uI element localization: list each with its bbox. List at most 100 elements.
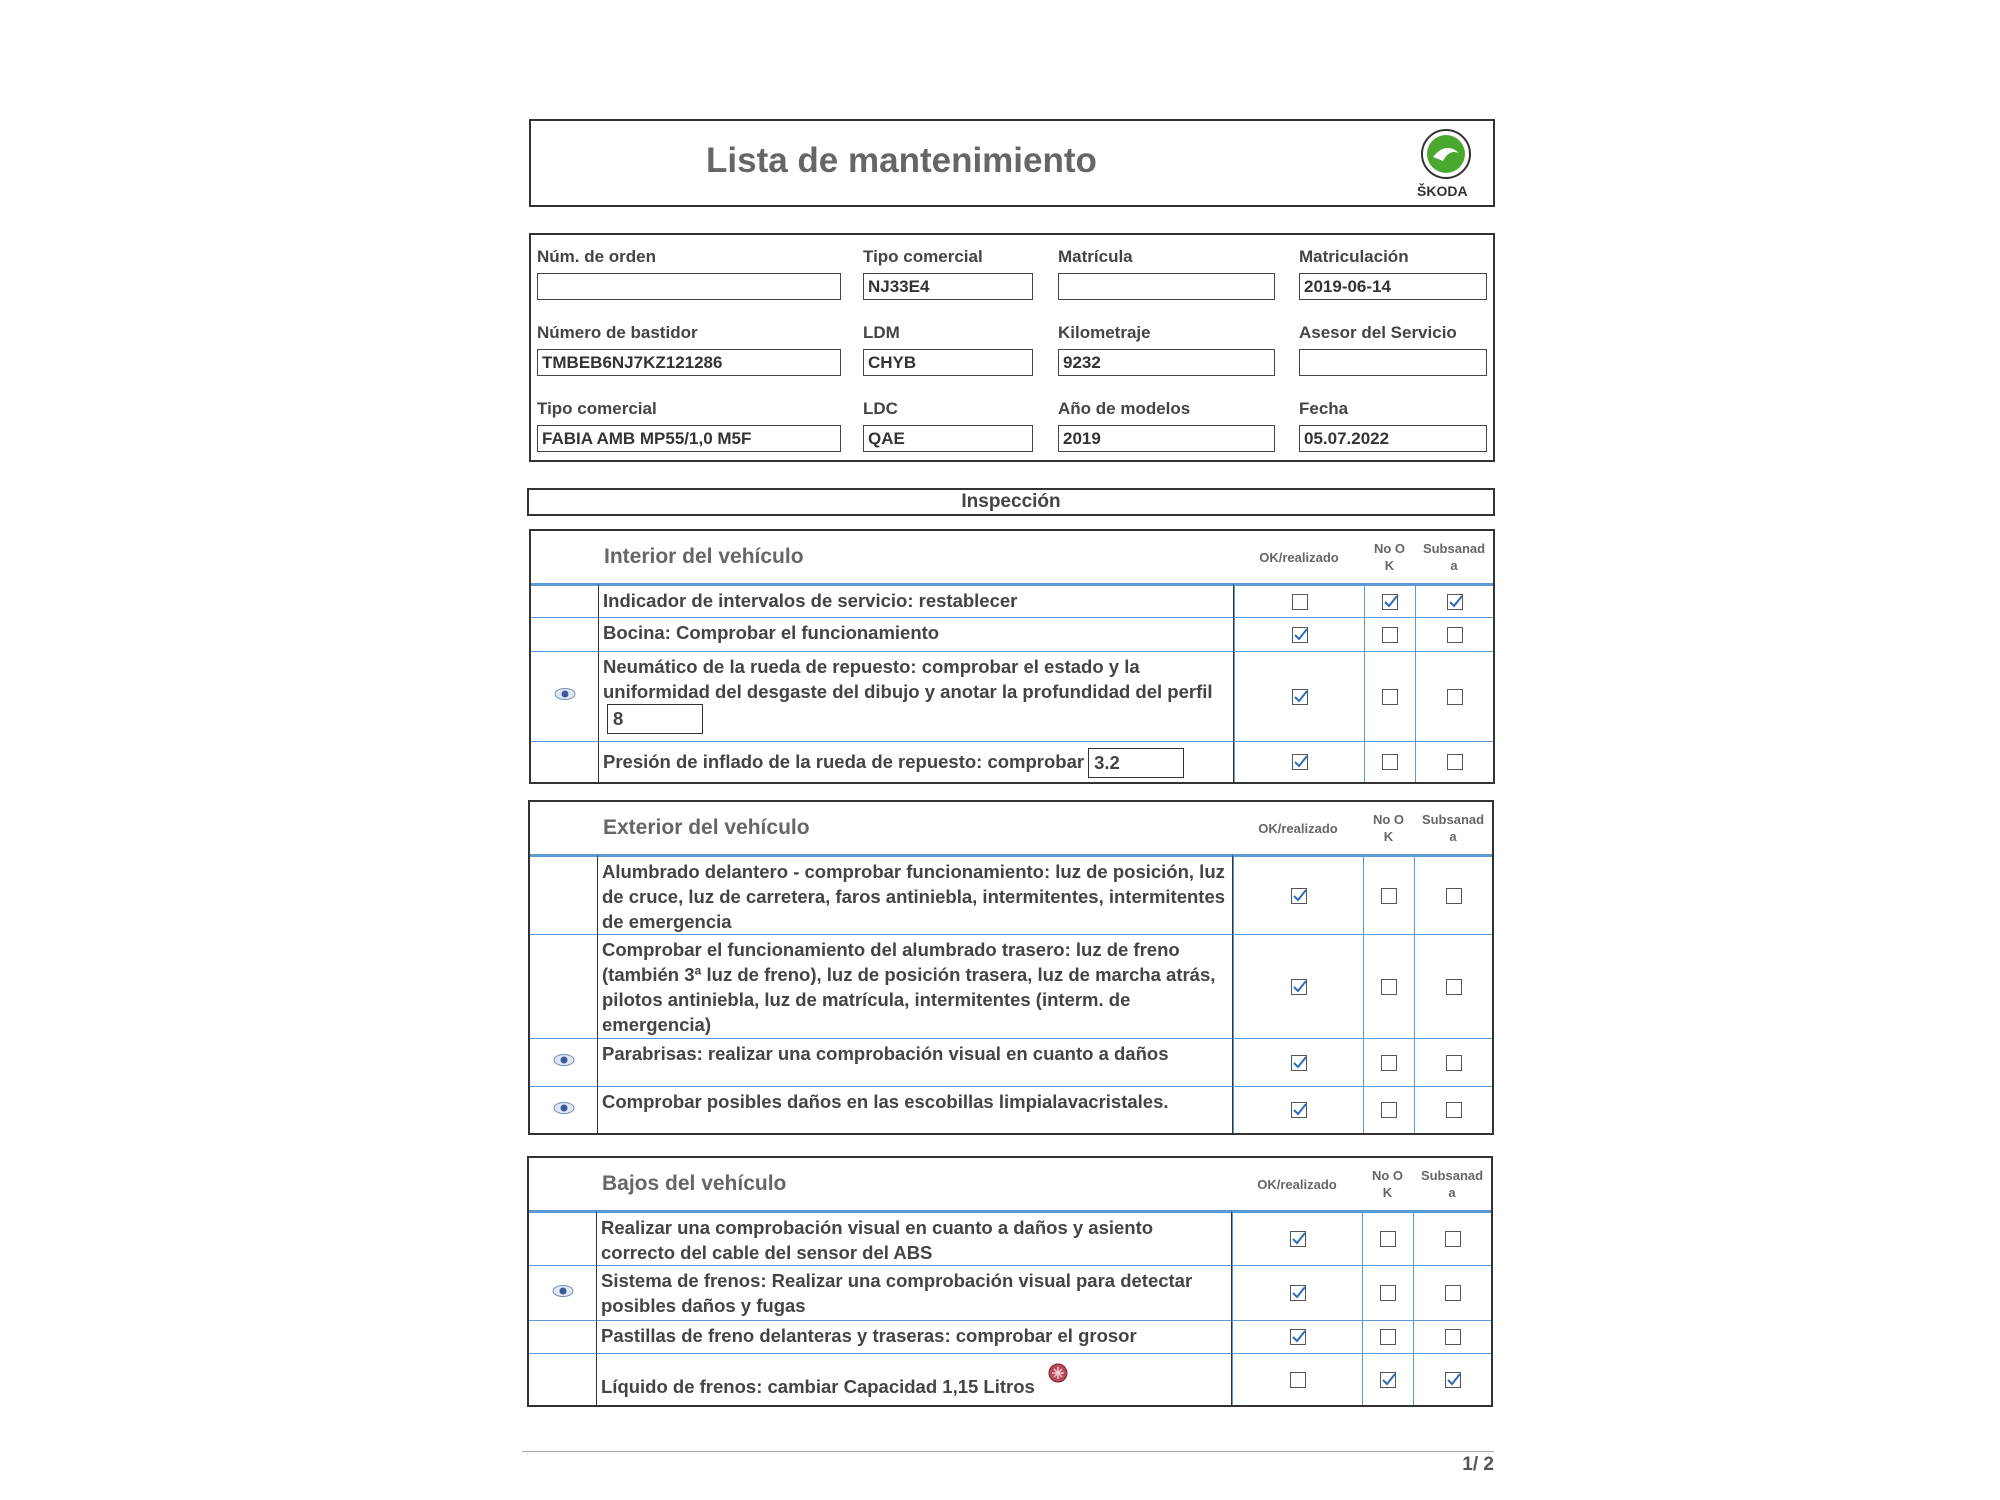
check-cell xyxy=(1363,1086,1414,1133)
field-input: NJ33E4 xyxy=(863,273,1033,300)
row-text: Pastillas de freno delanteras y traseras… xyxy=(601,1325,1137,1346)
check-cell xyxy=(1364,741,1415,782)
check-cell xyxy=(1232,1210,1362,1265)
icon-cell xyxy=(529,1210,596,1265)
check-cell xyxy=(1413,1320,1491,1353)
check-cell xyxy=(1234,651,1364,741)
checkbox xyxy=(1289,1231,1306,1247)
section: Interior del vehículo OK/realizado No OK Su… xyxy=(529,529,1495,784)
row-text: Alumbrado delantero - comprobar funciona… xyxy=(602,861,1226,932)
icon-cell xyxy=(529,1265,596,1320)
row-text-cell: Comprobar el funcionamiento del alumbrad… xyxy=(597,934,1233,1038)
checkbox xyxy=(1446,626,1463,643)
check-cell xyxy=(1415,651,1493,741)
check-cell xyxy=(1233,854,1363,934)
checkbox xyxy=(1380,1329,1396,1345)
column-header: No OK xyxy=(1373,541,1406,573)
checkbox xyxy=(1380,1285,1396,1301)
check-cell xyxy=(1232,1320,1362,1353)
checkbox xyxy=(1382,688,1398,705)
checkbox xyxy=(1291,754,1308,770)
field-input: QAE xyxy=(863,425,1033,452)
check-cell xyxy=(1413,1210,1491,1265)
column-header: OK/realizado xyxy=(1259,549,1339,565)
icon-cell xyxy=(531,741,598,782)
checkbox xyxy=(1290,978,1307,995)
section-title: Interior del vehículo xyxy=(604,545,804,568)
field-input: TMBEB6NJ7KZ121286 xyxy=(537,349,841,376)
alert-icon xyxy=(1047,1362,1069,1390)
section-title: Exterior del vehículo xyxy=(603,816,810,839)
brand: ŠKODA xyxy=(1417,183,1468,199)
checkbox xyxy=(1380,1371,1396,1388)
row-text-cell: Parabrisas: realizar una comprobación vi… xyxy=(597,1038,1233,1086)
field-label: LDC xyxy=(863,399,898,418)
row-text: Comprobar el funcionamiento del alumbrad… xyxy=(602,939,1216,1035)
check-cell xyxy=(1413,1353,1491,1405)
checkbox xyxy=(1290,887,1307,904)
header-cell xyxy=(531,531,598,583)
checkbox xyxy=(1291,626,1308,643)
icon-cell xyxy=(530,1086,597,1133)
checkbox xyxy=(1289,1285,1306,1301)
field-input: CHYB xyxy=(863,349,1033,376)
row-text-cell: Sistema de frenos: Realizar una comproba… xyxy=(596,1265,1232,1320)
row-text: Líquido de frenos: cambiar Capacidad 1,1… xyxy=(601,1376,1035,1397)
check-cell xyxy=(1414,934,1492,1038)
check-cell xyxy=(1232,1353,1362,1405)
checkbox xyxy=(1446,688,1463,705)
logo xyxy=(1421,129,1471,179)
row-text-cell: Indicador de intervalos de servicio: res… xyxy=(598,583,1234,617)
row-text: Comprobar posibles daños en las escobill… xyxy=(602,1091,1169,1112)
field-label: Matriculación xyxy=(1299,247,1409,266)
field-input: 9232 xyxy=(1058,349,1275,376)
eye-icon xyxy=(554,687,576,706)
title: Lista de mantenimiento xyxy=(706,141,1097,180)
icon-cell xyxy=(530,854,597,934)
checkbox xyxy=(1446,593,1463,610)
icon-cell xyxy=(530,1038,597,1086)
field-label: Número de bastidor xyxy=(537,323,698,342)
icon-cell xyxy=(529,1353,596,1405)
check-cell xyxy=(1414,854,1492,934)
check-cell xyxy=(1414,1038,1492,1086)
checkbox xyxy=(1445,978,1462,995)
checkbox xyxy=(1289,1371,1306,1388)
field-input: 2019-06-14 xyxy=(1299,273,1487,300)
column-header: Subsanada xyxy=(1421,812,1485,844)
check-cell xyxy=(1364,617,1415,651)
header-cell xyxy=(529,1158,596,1210)
icon-cell xyxy=(529,1320,596,1353)
checkbox xyxy=(1382,593,1398,610)
row-text-cell: Pastillas de freno delanteras y traseras… xyxy=(596,1320,1232,1353)
field-input xyxy=(537,273,841,300)
check-cell xyxy=(1234,741,1364,782)
field-label: Asesor del Servicio xyxy=(1299,323,1457,342)
check-cell xyxy=(1363,934,1414,1038)
checkbox xyxy=(1291,688,1308,705)
row-text: Realizar una comprobación visual en cuan… xyxy=(601,1217,1154,1263)
row-text: Presión de inflado de la rueda de repues… xyxy=(603,750,1085,772)
check-cell xyxy=(1234,617,1364,651)
check-cell xyxy=(1362,1353,1413,1405)
checkbox xyxy=(1445,1054,1462,1071)
row-text: Bocina: Comprobar el funcionamiento xyxy=(603,622,940,643)
checkbox xyxy=(1290,1102,1307,1118)
check-cell xyxy=(1363,854,1414,934)
column-header: Subsanada xyxy=(1422,541,1486,573)
row-input: 3.2 xyxy=(1088,748,1185,778)
section: Bajos del vehículo OK/realizado No OK Subsa… xyxy=(527,1156,1493,1407)
page-number: 1/ 2 xyxy=(1462,1454,1494,1475)
check-cell xyxy=(1234,583,1364,617)
field-label: Tipo comercial xyxy=(537,399,657,418)
checkbox xyxy=(1289,1329,1306,1345)
checkbox xyxy=(1381,978,1397,995)
check-cell xyxy=(1364,583,1415,617)
checkbox xyxy=(1381,1054,1397,1071)
checkbox xyxy=(1446,754,1463,770)
row-text: Indicador de intervalos de servicio: res… xyxy=(603,590,1018,611)
icon-cell xyxy=(531,651,598,741)
row-text: Sistema de frenos: Realizar una comproba… xyxy=(601,1270,1193,1316)
eye-icon xyxy=(552,1284,574,1303)
